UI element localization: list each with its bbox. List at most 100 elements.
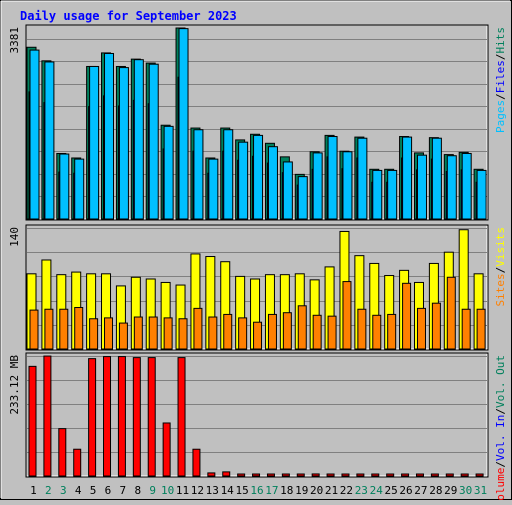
bar-sites — [59, 308, 69, 350]
bar-sites — [223, 313, 233, 350]
x-tick-label: 28 — [429, 484, 442, 497]
bar-volume — [341, 473, 350, 477]
legend-entry: Hits — [494, 27, 507, 54]
bar-volume — [356, 473, 365, 477]
bar-sites — [118, 322, 128, 350]
bar-volume — [281, 473, 290, 477]
bar-sites — [446, 276, 456, 350]
x-tick-label: 27 — [414, 484, 427, 497]
bar-pages — [312, 152, 323, 220]
bar-sites — [431, 302, 441, 350]
bar-volume — [266, 473, 275, 477]
x-tick-label: 2 — [45, 484, 52, 497]
bar-pages — [29, 49, 40, 220]
bar-sites — [29, 309, 39, 350]
x-tick-label: 23 — [355, 484, 368, 497]
bar-volume — [326, 473, 335, 477]
bar-volume — [103, 356, 112, 477]
bar-pages — [446, 155, 457, 220]
bar-pages — [461, 152, 472, 220]
bar-sites — [238, 317, 248, 350]
bar-sites — [163, 317, 173, 350]
bar-pages — [178, 28, 189, 220]
bar-volume — [386, 473, 395, 477]
x-tick-label: 13 — [206, 484, 219, 497]
legend-volume: Volume/Vol. In/Vol. Out — [494, 355, 507, 500]
bar-pages — [208, 158, 219, 220]
bar-volume — [401, 473, 410, 477]
bar-pages — [253, 134, 264, 220]
x-tick-label: 4 — [75, 484, 82, 497]
bar-volume — [475, 473, 484, 477]
x-tick-label: 6 — [105, 484, 112, 497]
bar-pages — [163, 125, 174, 220]
x-tick-label: 24 — [370, 484, 384, 497]
bar-sites — [44, 308, 54, 350]
bar-pages — [44, 61, 55, 220]
bar-pages — [402, 136, 413, 220]
x-tick-label: 21 — [325, 484, 338, 497]
bar-pages — [223, 129, 234, 220]
bar-volume — [237, 473, 246, 477]
bar-sites — [312, 314, 322, 350]
bar-volume — [222, 471, 231, 477]
x-tick-label: 17 — [265, 484, 278, 497]
bar-sites — [387, 313, 397, 350]
bar-volume — [311, 473, 320, 477]
bar-volume — [117, 356, 126, 477]
bar-pages — [267, 146, 278, 220]
legend-visits-sites: Sites/Visits — [494, 227, 507, 307]
bar-sites — [208, 316, 218, 350]
legend-separator: / — [494, 93, 507, 100]
bar-pages — [59, 153, 70, 220]
bar-sites — [178, 318, 188, 350]
bar-pages — [282, 161, 293, 220]
x-axis-labels: 1 2 3 4 5 6 7 8 9 10 11 12 13 14 15 16 17 18 19 20 21 22 23 24 2… — [30, 484, 487, 497]
bar-sites — [416, 307, 426, 350]
bar-volume — [58, 428, 67, 477]
x-tick-label: 12 — [191, 484, 204, 497]
bar-sites — [74, 307, 84, 350]
x-tick-label: 30 — [459, 484, 472, 497]
bar-sites — [89, 318, 99, 350]
bar-pages — [476, 169, 487, 220]
legend-entry: Files — [494, 60, 507, 93]
bar-pages — [387, 169, 398, 220]
legend-entry: Sites — [494, 273, 507, 306]
bar-volume — [43, 355, 52, 477]
bar-volume — [177, 357, 186, 477]
bar-volume — [430, 473, 439, 477]
chart-title: Daily usage for September 2023 — [20, 9, 237, 23]
bar-sites — [148, 316, 158, 350]
chart-panels: 3381Pages/Files/Hits140Sites/Visits233.1… — [8, 24, 507, 505]
x-tick-label: 9 — [149, 484, 156, 497]
bar-sites — [357, 308, 367, 350]
bar-volume — [371, 473, 380, 477]
x-tick-label: 19 — [295, 484, 308, 497]
legend-entry: Volume — [494, 468, 507, 500]
bar-sites — [267, 313, 277, 350]
x-tick-label: 29 — [444, 484, 457, 497]
bar-volume — [207, 472, 216, 477]
bar-pages — [342, 151, 353, 220]
bar-sites — [297, 305, 307, 350]
x-tick-label: 5 — [90, 484, 97, 497]
bar-pages — [89, 65, 100, 220]
bar-volume — [73, 448, 82, 477]
bar-pages — [357, 137, 368, 220]
bar-sites — [372, 314, 382, 350]
y-max-label-hits-files-pages: 3381 — [8, 27, 21, 54]
bar-pages — [416, 154, 427, 220]
bar-pages — [372, 169, 383, 220]
bar-sites — [342, 281, 352, 350]
legend-entry: Pages — [494, 100, 507, 133]
panel-visits-sites: 140 Sites/Visits — [8, 224, 507, 351]
legend-hits-files-pages: Pages/Files/Hits — [494, 27, 507, 133]
bar-volume — [192, 448, 201, 477]
bar-volume — [460, 473, 469, 477]
bar-volume — [415, 473, 424, 477]
bar-volume — [445, 473, 454, 477]
bar-volume — [147, 357, 156, 477]
